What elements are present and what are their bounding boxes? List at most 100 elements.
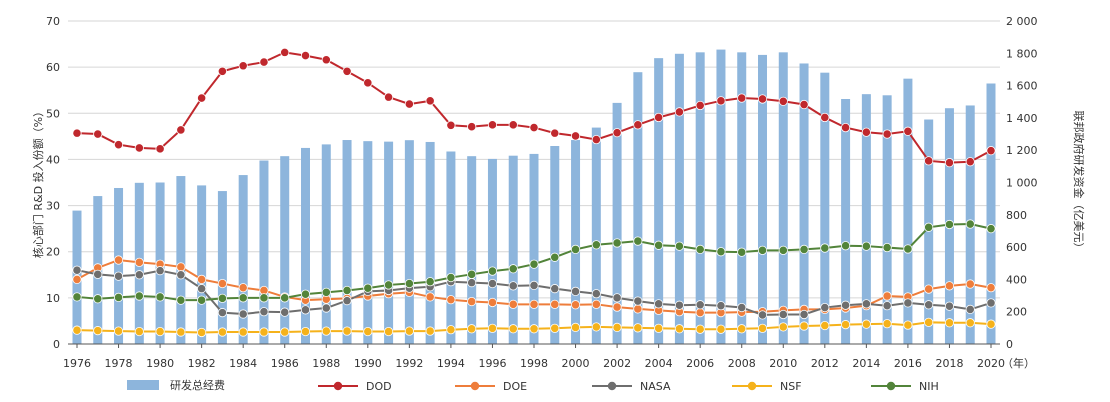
x-tick-label: 2014 [852,357,880,370]
data-point [695,308,705,318]
data-point [508,120,518,130]
data-point [903,320,913,330]
bar [820,72,830,345]
data-point [197,327,207,338]
data-point [944,318,955,328]
data-point [591,134,601,145]
bar [799,63,809,345]
y-right-tick-label: 400 [1006,273,1027,286]
data-point [840,241,851,251]
data-point [550,323,560,333]
data-point [965,304,975,314]
bar [903,78,913,344]
data-point [113,255,124,265]
data-point [259,57,269,67]
data-point [924,222,934,232]
legend-label: NSF [780,380,802,393]
data-point [944,219,955,230]
data-point [903,298,913,308]
series-nih [72,219,996,305]
data-point [176,125,186,135]
data-point [72,274,82,284]
data-point [217,327,228,337]
bar [384,141,394,344]
bar [280,156,290,344]
data-point [72,325,82,335]
bar [176,176,186,344]
data-point [737,324,747,334]
x-tick-label: 1994 [437,357,465,370]
data-point [425,277,435,287]
series-dod [72,47,996,168]
data-point [300,51,311,61]
data-point [529,280,539,290]
legend-item: NIH [871,380,939,393]
bar [674,53,684,345]
data-point [695,300,705,310]
data-point [259,327,269,337]
data-point [425,292,435,302]
bar [487,158,497,344]
data-point [72,128,82,138]
data-point [654,112,664,123]
x-tick-label: 1988 [312,357,340,370]
legend-item: NASA [592,380,671,393]
data-point [383,92,394,102]
data-point [633,304,643,314]
legend-label: DOD [366,380,392,393]
y-left-tick-label: 50 [46,107,60,120]
data-point [986,319,996,329]
bar [238,175,248,344]
data-point [965,157,975,167]
x-tick-label: 1986 [271,357,299,370]
data-point [861,299,871,309]
data-point [487,278,498,289]
legend-label: NASA [640,380,671,393]
x-tick-label: 2004 [645,357,673,370]
data-point [446,120,456,130]
x-axis-unit: （年） [1002,356,1035,370]
data-point [197,274,207,284]
legend-label: 研发总经费 [170,378,225,392]
data-point [612,293,622,303]
data-point [924,317,934,327]
bar [321,144,331,344]
data-point [238,293,248,303]
x-tick-label: 1992 [395,357,423,370]
bar [467,156,477,344]
data-point [654,240,664,250]
data-point [986,146,996,156]
data-point [467,296,477,307]
legend-item: NSF [732,380,802,393]
legend-swatch-marker [886,381,896,391]
y-right-tick-label: 1 600 [1006,80,1038,93]
bar [301,147,310,344]
data-point [716,247,726,257]
data-point [944,301,955,311]
data-point [508,324,518,334]
data-point [300,289,311,299]
data-point [550,252,560,262]
data-point [674,324,685,334]
data-point [238,327,248,337]
y-left-tick-label: 30 [46,200,60,213]
data-point [778,322,788,332]
data-point [716,96,726,106]
data-point [508,281,518,291]
data-point [612,128,622,138]
line-series-group [72,47,996,338]
data-point [861,127,871,137]
data-point [550,128,560,138]
legend-swatch-marker [747,381,757,391]
data-point [93,129,103,139]
data-point [612,322,622,332]
x-tick-label: 2010 [769,357,797,370]
data-point [654,299,664,309]
data-point [674,300,685,310]
x-tick-label: 1982 [188,357,216,370]
legend-item: 研发总经费 [127,378,225,392]
legend-item: DOE [455,380,527,393]
data-point [508,299,518,309]
data-point [134,326,144,337]
data-point [570,244,581,255]
